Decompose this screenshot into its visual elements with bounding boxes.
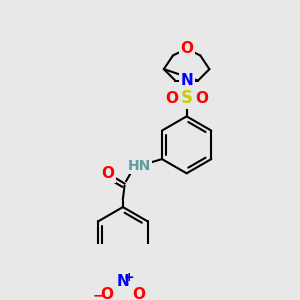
Text: O: O xyxy=(195,91,208,106)
Text: N: N xyxy=(116,274,129,290)
Text: S: S xyxy=(181,89,193,107)
Text: O: O xyxy=(133,286,146,300)
Text: N: N xyxy=(180,73,193,88)
Text: +: + xyxy=(124,272,135,284)
Text: O: O xyxy=(166,91,178,106)
Text: HN: HN xyxy=(128,159,151,172)
Text: O: O xyxy=(100,286,113,300)
Text: O: O xyxy=(180,41,193,56)
Text: O: O xyxy=(102,166,115,181)
Text: −: − xyxy=(93,289,104,300)
